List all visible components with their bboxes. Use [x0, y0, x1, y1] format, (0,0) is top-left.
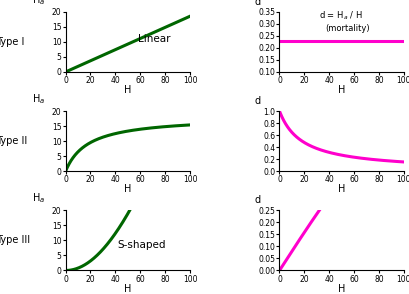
- X-axis label: H: H: [124, 184, 131, 194]
- Text: (mortality): (mortality): [325, 24, 369, 33]
- Text: H$_a$: H$_a$: [31, 0, 45, 7]
- Text: d: d: [254, 0, 260, 7]
- X-axis label: H: H: [124, 284, 131, 294]
- Text: d = H$_a$ / H: d = H$_a$ / H: [319, 10, 362, 22]
- X-axis label: H: H: [337, 85, 344, 95]
- Text: S-shaped: S-shaped: [117, 240, 166, 250]
- Text: Type II: Type II: [0, 136, 27, 146]
- Text: H$_a$: H$_a$: [31, 92, 45, 106]
- Text: H$_a$: H$_a$: [31, 192, 45, 206]
- Text: Type III: Type III: [0, 235, 30, 245]
- X-axis label: H: H: [337, 284, 344, 294]
- Text: d: d: [254, 96, 260, 106]
- Text: Type I: Type I: [0, 37, 24, 47]
- Text: d: d: [254, 196, 260, 206]
- Text: Linear: Linear: [137, 34, 170, 44]
- X-axis label: H: H: [124, 85, 131, 95]
- X-axis label: H: H: [337, 184, 344, 194]
